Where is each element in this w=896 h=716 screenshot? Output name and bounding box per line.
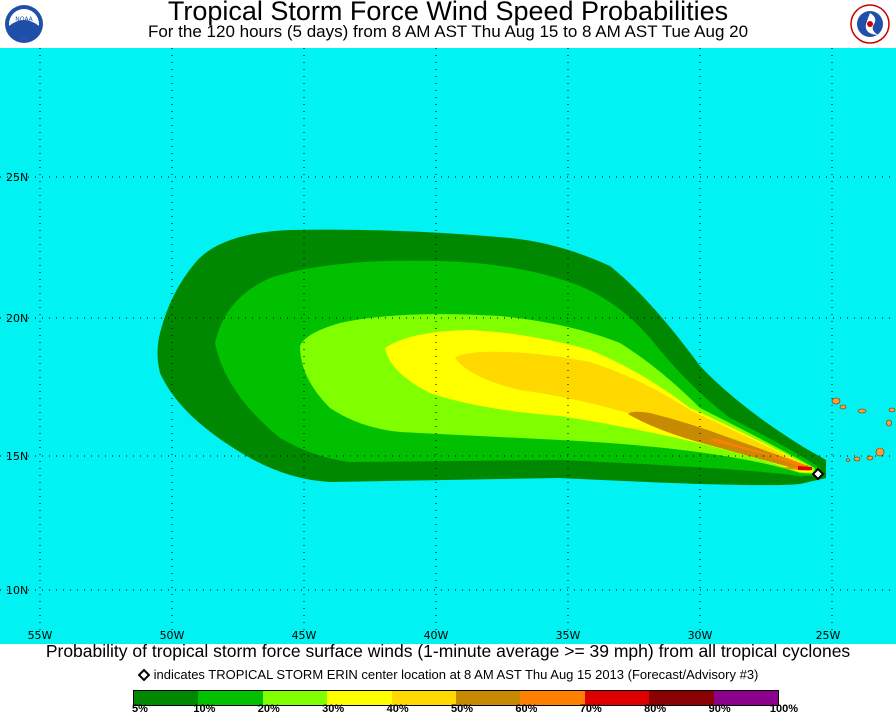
legend-label: 100% <box>769 703 799 715</box>
legend-label: 30% <box>322 703 345 715</box>
legend-swatch <box>391 691 456 705</box>
prob-contour-60 <box>708 438 810 471</box>
probability-legend <box>133 690 779 706</box>
probability-map: 25N 20N 15N 10N 55W 50W 45W 40W 35W 30W … <box>0 48 896 644</box>
legend-swatch <box>262 691 328 705</box>
probability-legend-labels: 5% 10% 20% 30% 40% 50% 60% 70% 80% 90% 100% <box>0 703 896 716</box>
legend-label: 80% <box>644 703 667 715</box>
lon-label: 35W <box>556 629 581 642</box>
lon-label: 55W <box>28 629 53 642</box>
svg-text:NOAA: NOAA <box>15 16 33 23</box>
legend-swatch <box>713 691 778 705</box>
lat-label: 25N <box>6 171 28 184</box>
legend-swatch <box>649 691 714 705</box>
cape-verde-islands <box>831 397 896 462</box>
nws-logo-icon <box>850 4 890 44</box>
legend-swatch <box>520 691 585 705</box>
legend-label: 5% <box>132 703 148 715</box>
legend-swatch <box>327 691 392 705</box>
legend-label: 70% <box>579 703 602 715</box>
lon-label: 45W <box>292 629 317 642</box>
lon-label: 25W <box>816 629 841 642</box>
page-title: Tropical Storm Force Wind Speed Probabil… <box>167 0 729 26</box>
legend-swatch <box>198 691 263 705</box>
lat-label: 10N <box>6 584 28 597</box>
legend-label: 60% <box>515 703 538 715</box>
storm-location-text: indicates TROPICAL STORM ERIN center loc… <box>153 667 759 682</box>
legend-label: 10% <box>193 703 216 715</box>
noaa-logo-icon: NOAA <box>5 5 43 43</box>
page-subtitle: For the 120 hours (5 days) from 8 AM AST… <box>147 22 749 41</box>
legend-swatch <box>134 691 199 705</box>
lon-label: 30W <box>688 629 713 642</box>
legend-swatch <box>584 691 650 705</box>
legend-label: 40% <box>386 703 409 715</box>
legend-label: 90% <box>708 703 731 715</box>
legend-swatch <box>455 691 521 705</box>
map-caption: Probability of tropical storm force surf… <box>45 641 851 661</box>
storm-location-note: indicates TROPICAL STORM ERIN center loc… <box>0 667 896 682</box>
lat-label: 20N <box>6 312 28 325</box>
legend-label: 20% <box>257 703 280 715</box>
map-grid <box>0 48 896 632</box>
legend-label: 50% <box>450 703 474 715</box>
lat-label: 15N <box>6 450 28 463</box>
storm-center-diamond-icon[interactable] <box>811 467 825 481</box>
lon-label: 40W <box>424 629 449 642</box>
diamond-icon <box>137 668 150 681</box>
header: NOAA Tropical Storm Force Wind Speed Pro… <box>0 0 896 48</box>
prob-contour-70 <box>798 466 812 470</box>
lon-label: 50W <box>160 629 185 642</box>
